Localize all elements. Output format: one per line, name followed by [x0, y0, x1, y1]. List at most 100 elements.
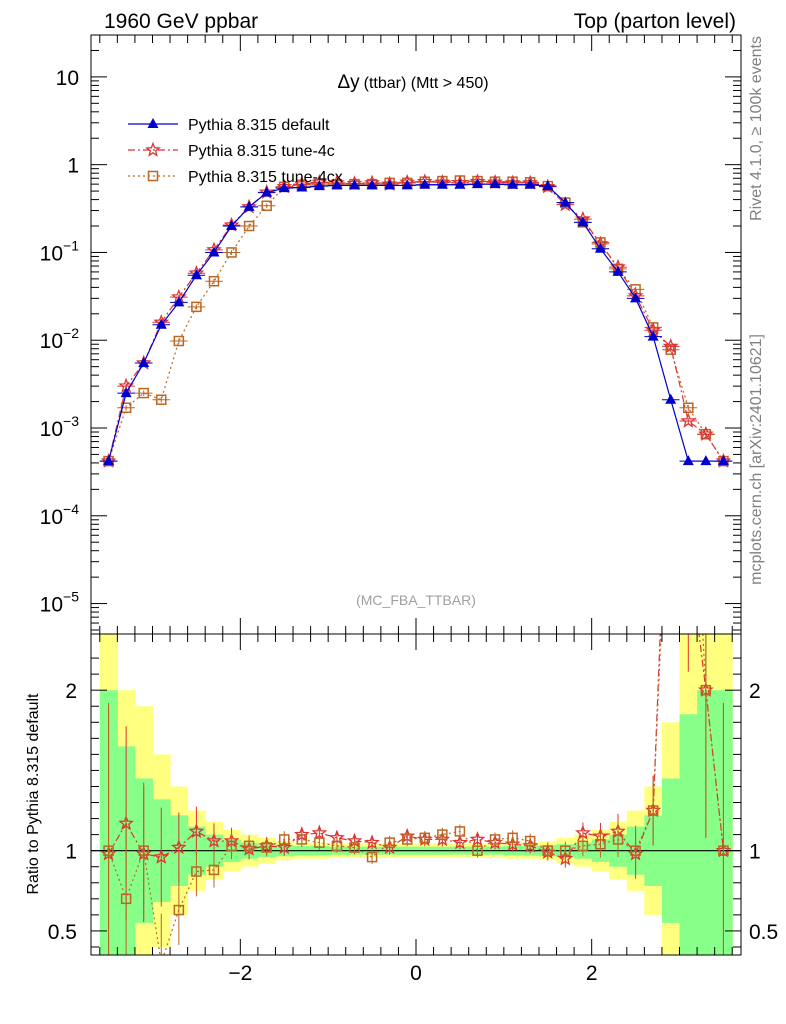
ratio-point — [451, 834, 468, 850]
band-green-segment — [679, 714, 698, 955]
data-point — [191, 301, 202, 313]
ratio-series-group — [100, 634, 732, 955]
data-point — [524, 178, 536, 189]
data-point — [717, 455, 729, 466]
y-tick-mantissa: 10 — [40, 506, 63, 529]
ratio-point — [208, 864, 220, 876]
y-tick-label: 10−3 — [40, 413, 80, 441]
data-point — [243, 220, 255, 232]
series-line — [107, 179, 724, 462]
x-tick-label: 0 — [410, 962, 422, 985]
y-tick-mantissa: 10 — [40, 418, 63, 441]
data-point — [226, 220, 238, 231]
y-tick-exponent: −3 — [63, 413, 79, 429]
data-point — [436, 178, 448, 189]
ratio-point — [630, 845, 641, 856]
ratio-point — [700, 684, 712, 696]
chart-title: Δy (ttbar) (Mtt > 450) — [337, 72, 488, 93]
data-point — [594, 242, 606, 253]
ratio-point — [191, 866, 202, 877]
ratio-point — [560, 845, 571, 856]
data-point — [698, 425, 714, 441]
ratio-point — [138, 845, 149, 856]
data-point — [120, 402, 132, 414]
data-point — [577, 216, 589, 227]
data-point — [384, 179, 396, 190]
y-tick-exponent: −4 — [63, 501, 79, 517]
data-point — [296, 181, 308, 192]
series-line — [107, 181, 724, 462]
ratio-point — [314, 837, 325, 848]
ratio-point — [524, 835, 536, 847]
ratio-point — [276, 839, 293, 855]
ratio-point — [120, 893, 132, 905]
data-point — [208, 246, 220, 257]
ratio-point — [595, 839, 606, 850]
data-point — [156, 394, 167, 405]
ratio-plot: 0.5 0.5 1 1 2 2 −2 0 2 Ratio to Pythia 8.315 def… — [25, 633, 778, 985]
y-tick-mantissa: 10 — [40, 330, 63, 353]
data-point — [662, 338, 679, 354]
ratio-series-line — [108, 634, 725, 860]
ratio-content — [91, 634, 741, 955]
ratio-series-line — [108, 634, 725, 955]
ratio-point — [577, 840, 589, 852]
data-point — [612, 265, 624, 276]
header-right: Top (parton level) — [574, 10, 736, 33]
data-point — [366, 179, 378, 190]
data-point — [103, 455, 115, 466]
data-point — [138, 387, 149, 399]
ratio-point — [384, 837, 395, 848]
ratio-point — [489, 834, 501, 845]
data-point — [680, 412, 697, 428]
ratio-point — [401, 834, 413, 845]
data-point — [331, 179, 343, 190]
legend-label: Pythia 8.315 tune-4cx — [188, 169, 343, 186]
y-tick-label: 10 — [56, 67, 79, 90]
data-point — [665, 393, 677, 404]
ratio-point — [331, 840, 343, 852]
ratio-point — [612, 834, 624, 845]
series-square — [99, 175, 733, 467]
ratio-y-tick-label: 1 — [65, 841, 77, 864]
data-point — [190, 269, 202, 280]
series-line — [107, 183, 724, 462]
data-point — [278, 182, 290, 193]
legend-marker — [147, 170, 159, 182]
data-point — [489, 178, 501, 189]
data-point — [349, 179, 361, 190]
ratio-point — [507, 832, 518, 844]
ratio-point — [206, 832, 222, 848]
series-triangle — [99, 178, 733, 466]
ratio-point — [226, 840, 237, 852]
y-tick-mantissa: 1 — [67, 155, 79, 178]
mcplots-label: mcplots.cern.ch [arXiv:2401.10621] — [748, 334, 765, 585]
x-tick-label: 2 — [586, 962, 598, 985]
data-point — [700, 455, 712, 466]
y-tick-label: 10−5 — [40, 589, 80, 617]
data-point — [454, 178, 466, 189]
data-point — [226, 247, 237, 258]
ratio-point — [296, 834, 308, 845]
rivet-label: Rivet 4.1.0, ≥ 100k events — [748, 36, 765, 221]
legend-marker — [147, 118, 159, 128]
data-point — [683, 402, 694, 414]
ratio-point — [173, 904, 185, 916]
ratio-y-tick-label: 0.5 — [48, 921, 77, 944]
ratio-point — [647, 805, 659, 816]
data-point — [173, 335, 185, 347]
data-point — [559, 196, 571, 207]
ratio-point — [469, 831, 486, 847]
ratio-y-tick-label: 2 — [65, 680, 77, 703]
ratio-point — [153, 848, 170, 864]
ratio-point — [349, 842, 360, 853]
y-tick-mantissa: 10 — [56, 67, 79, 90]
data-point — [313, 180, 325, 191]
data-point — [419, 178, 431, 189]
analysis-label: (MC_FBA_TTBAR) — [356, 592, 476, 608]
legend-marker — [145, 141, 161, 157]
data-point — [208, 275, 220, 287]
